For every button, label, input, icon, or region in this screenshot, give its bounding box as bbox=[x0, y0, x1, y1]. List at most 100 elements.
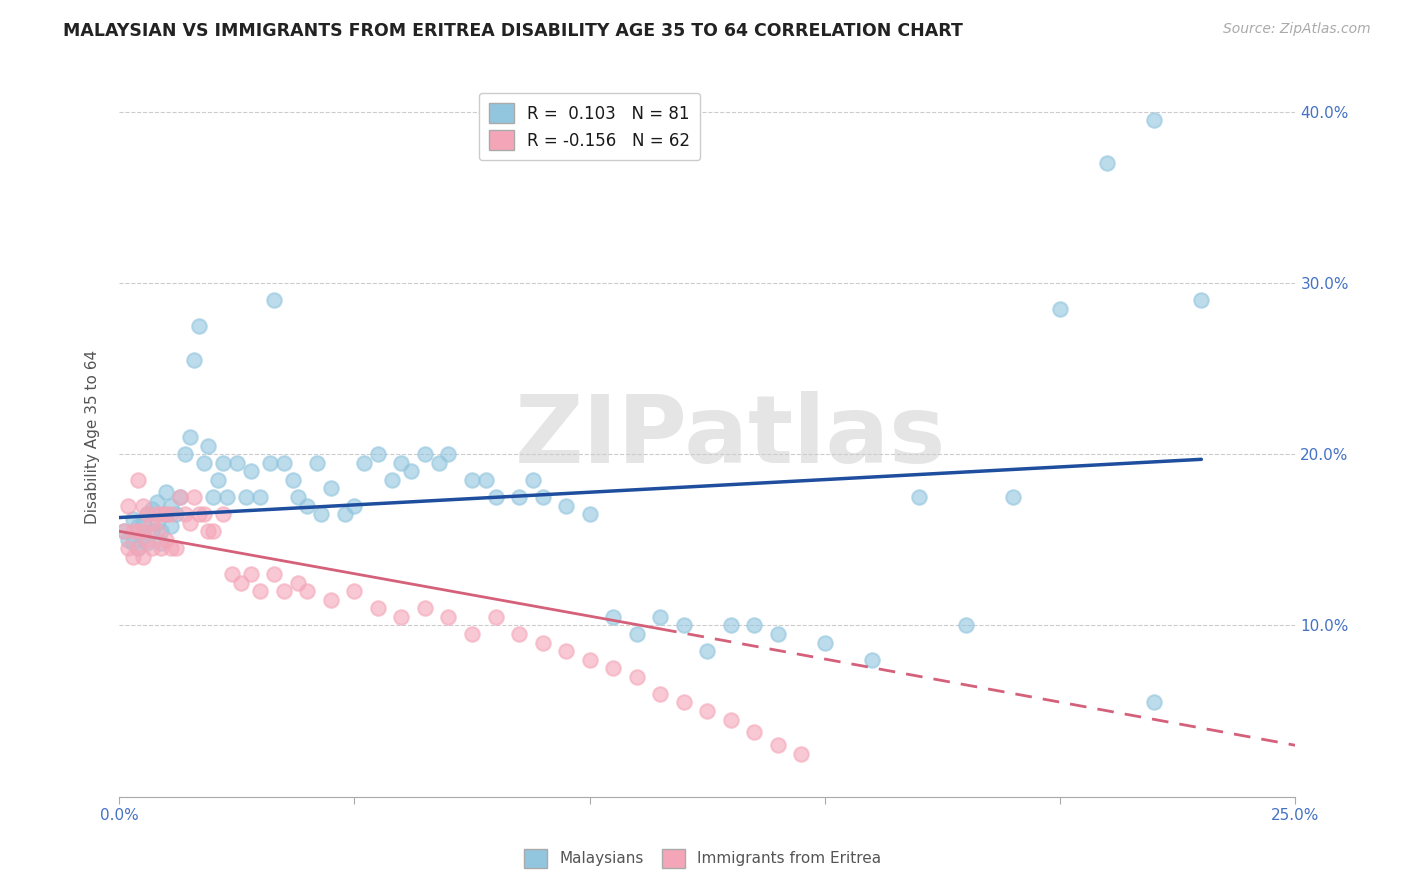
Point bbox=[127, 473, 149, 487]
Point bbox=[672, 618, 695, 632]
Point bbox=[131, 549, 153, 564]
Point bbox=[602, 610, 624, 624]
Point bbox=[427, 456, 450, 470]
Point bbox=[131, 529, 153, 543]
Point bbox=[231, 575, 253, 590]
Point bbox=[672, 696, 695, 710]
Point bbox=[333, 507, 356, 521]
Point bbox=[508, 627, 530, 641]
Point bbox=[197, 524, 219, 539]
Point bbox=[283, 473, 305, 487]
Point bbox=[141, 541, 163, 556]
Point bbox=[197, 439, 219, 453]
Point bbox=[297, 499, 319, 513]
Point bbox=[1189, 293, 1212, 307]
Point bbox=[578, 507, 600, 521]
Point bbox=[626, 670, 648, 684]
Point bbox=[217, 490, 239, 504]
Point bbox=[155, 533, 177, 547]
Point bbox=[343, 584, 366, 599]
Point bbox=[150, 524, 173, 539]
Point bbox=[437, 447, 460, 461]
Point bbox=[908, 490, 931, 504]
Point bbox=[578, 653, 600, 667]
Point bbox=[127, 541, 149, 556]
Point bbox=[311, 507, 333, 521]
Point bbox=[814, 635, 837, 649]
Point bbox=[179, 430, 201, 444]
Point bbox=[305, 456, 328, 470]
Point bbox=[249, 584, 271, 599]
Point bbox=[131, 516, 153, 530]
Point bbox=[122, 549, 145, 564]
Point bbox=[188, 318, 211, 333]
Point bbox=[1049, 301, 1071, 316]
Point bbox=[484, 490, 506, 504]
Legend: R =  0.103   N = 81, R = -0.156   N = 62: R = 0.103 N = 81, R = -0.156 N = 62 bbox=[479, 93, 700, 161]
Point bbox=[696, 644, 718, 658]
Point bbox=[389, 456, 412, 470]
Point bbox=[381, 473, 404, 487]
Point bbox=[150, 536, 173, 550]
Point bbox=[150, 541, 173, 556]
Point bbox=[183, 353, 205, 368]
Point bbox=[602, 661, 624, 675]
Point bbox=[136, 536, 159, 550]
Point bbox=[169, 490, 191, 504]
Point bbox=[413, 447, 436, 461]
Point bbox=[117, 499, 139, 513]
Point bbox=[159, 499, 181, 513]
Point bbox=[287, 575, 309, 590]
Point bbox=[225, 456, 247, 470]
Point bbox=[169, 490, 191, 504]
Point bbox=[766, 627, 789, 641]
Point bbox=[626, 627, 648, 641]
Point bbox=[112, 524, 135, 539]
Point bbox=[389, 610, 412, 624]
Point bbox=[221, 567, 243, 582]
Point bbox=[437, 610, 460, 624]
Point bbox=[287, 490, 309, 504]
Point bbox=[1002, 490, 1025, 504]
Point bbox=[211, 507, 233, 521]
Point bbox=[860, 653, 883, 667]
Point bbox=[165, 507, 187, 521]
Point bbox=[174, 447, 197, 461]
Point bbox=[273, 584, 295, 599]
Point bbox=[343, 499, 366, 513]
Point bbox=[183, 490, 205, 504]
Point bbox=[484, 610, 506, 624]
Point bbox=[127, 541, 149, 556]
Point bbox=[112, 524, 135, 539]
Point bbox=[696, 704, 718, 718]
Point bbox=[145, 507, 167, 521]
Point bbox=[145, 524, 167, 539]
Point bbox=[319, 482, 342, 496]
Point bbox=[122, 536, 145, 550]
Point bbox=[367, 447, 389, 461]
Text: MALAYSIAN VS IMMIGRANTS FROM ERITREA DISABILITY AGE 35 TO 64 CORRELATION CHART: MALAYSIAN VS IMMIGRANTS FROM ERITREA DIS… bbox=[63, 22, 963, 40]
Point bbox=[211, 456, 233, 470]
Point bbox=[1143, 113, 1166, 128]
Point bbox=[131, 524, 153, 539]
Point bbox=[475, 473, 498, 487]
Point bbox=[141, 516, 163, 530]
Point bbox=[155, 484, 177, 499]
Point bbox=[273, 456, 295, 470]
Point bbox=[297, 584, 319, 599]
Point bbox=[742, 618, 765, 632]
Point bbox=[141, 524, 163, 539]
Point bbox=[650, 687, 672, 701]
Point bbox=[193, 456, 215, 470]
Point bbox=[259, 456, 281, 470]
Point bbox=[720, 713, 742, 727]
Point bbox=[531, 635, 554, 649]
Point bbox=[1143, 696, 1166, 710]
Point bbox=[461, 627, 484, 641]
Point bbox=[353, 456, 375, 470]
Point bbox=[413, 601, 436, 615]
Point bbox=[159, 541, 181, 556]
Point bbox=[202, 524, 225, 539]
Point bbox=[235, 490, 257, 504]
Point bbox=[188, 507, 211, 521]
